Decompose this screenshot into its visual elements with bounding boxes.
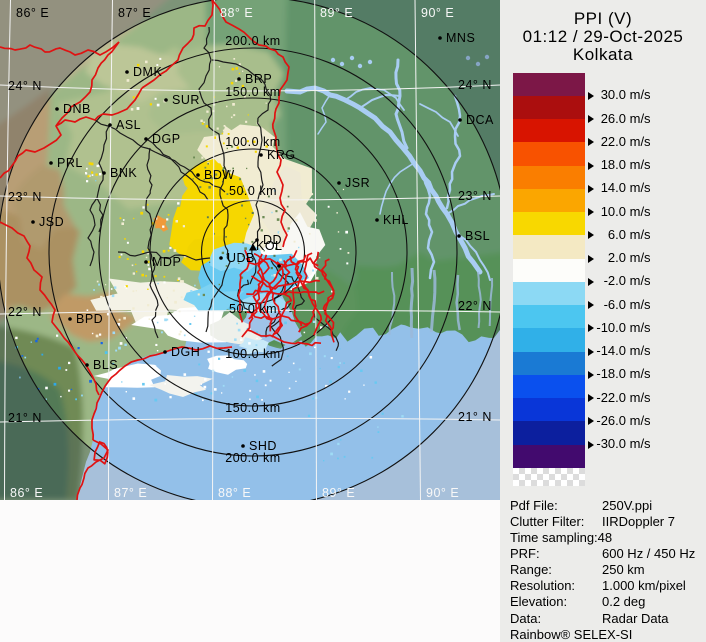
svg-text:ASL: ASL [116,118,141,132]
svg-text:200.0 km: 200.0 km [225,451,280,465]
svg-text:24° N: 24° N [458,78,492,92]
svg-text:PRL: PRL [57,156,83,170]
svg-text:DGP: DGP [152,132,181,146]
svg-text:BNK: BNK [110,166,137,180]
svg-text:50.0 km: 50.0 km [229,184,277,198]
svg-text:BSL: BSL [465,229,490,243]
svg-text:87° E: 87° E [118,6,151,20]
svg-text:50.0 km: 50.0 km [229,302,277,316]
svg-text:BDW: BDW [204,168,235,182]
svg-text:21° N: 21° N [458,410,492,424]
svg-text:BLS: BLS [93,358,118,372]
svg-text:150.0 km: 150.0 km [225,401,280,415]
svg-text:24° N: 24° N [8,79,42,93]
svg-text:KRG: KRG [267,148,296,162]
svg-text:DNB: DNB [63,102,91,116]
svg-text:DCA: DCA [466,113,494,127]
svg-text:86° E: 86° E [10,486,43,500]
svg-text:23° N: 23° N [8,190,42,204]
svg-text:MDP: MDP [152,255,181,269]
svg-text:86° E: 86° E [16,6,49,20]
svg-text:KOL: KOL [256,239,283,253]
svg-text:89° E: 89° E [322,486,355,500]
svg-text:90° E: 90° E [421,6,454,20]
svg-text:DD: DD [263,233,282,247]
svg-text:SUR: SUR [172,93,200,107]
svg-text:MNS: MNS [446,31,475,45]
svg-text:90° E: 90° E [426,486,459,500]
svg-text:200.0 km: 200.0 km [225,34,280,48]
svg-text:KHL: KHL [383,213,409,227]
svg-text:100.0 km: 100.0 km [225,135,280,149]
svg-text:22° N: 22° N [8,305,42,319]
svg-text:SHD: SHD [249,439,277,453]
svg-text:88° E: 88° E [218,486,251,500]
svg-text:DMK: DMK [133,65,162,79]
svg-text:87° E: 87° E [114,486,147,500]
svg-text:22° N: 22° N [458,299,492,313]
svg-text:DGH: DGH [171,345,200,359]
svg-text:23° N: 23° N [458,189,492,203]
svg-text:JSD: JSD [39,215,64,229]
svg-text:BRP: BRP [245,72,272,86]
svg-text:150.0 km: 150.0 km [225,85,280,99]
svg-text:89° E: 89° E [320,6,353,20]
svg-text:JSR: JSR [345,176,370,190]
svg-text:100.0 km: 100.0 km [225,347,280,361]
svg-text:21° N: 21° N [8,411,42,425]
svg-text:88° E: 88° E [220,6,253,20]
svg-text:BPD: BPD [76,312,103,326]
svg-text:UDB: UDB [227,251,255,265]
